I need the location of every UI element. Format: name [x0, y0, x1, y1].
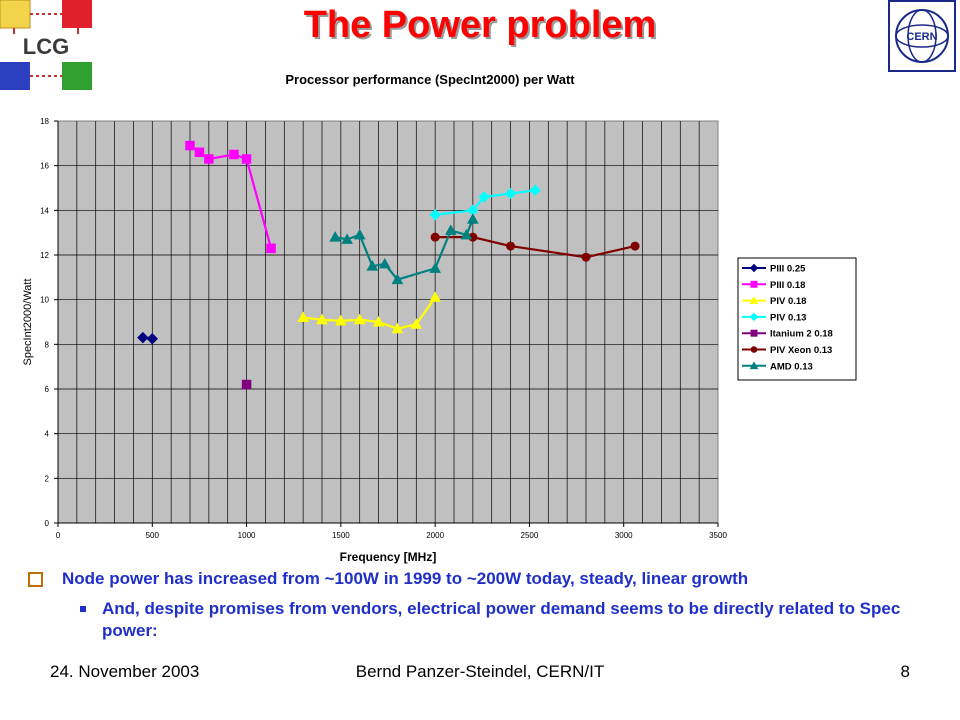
x-axis-label: Frequency [MHz]: [340, 550, 437, 564]
legend-marker-piii-0-18: [750, 280, 758, 288]
legend-marker-piv-xeon-0-13: [750, 346, 758, 353]
data-point-amd-0-13: [378, 257, 391, 269]
legend-label-piii-0-25: PIII 0.25: [770, 264, 806, 275]
series-line-amd-0-13: [334, 218, 474, 281]
legend-label-piv-0-18: PIV 0.18: [770, 296, 806, 307]
data-point-amd-0-13: [429, 262, 441, 273]
data-point-amd-0-13: [353, 228, 366, 240]
bullet-main-text: Node power has increased from ~100W in 1…: [62, 569, 749, 588]
y-axis-label: SpecInt2000/Watt: [22, 278, 34, 365]
legend-label-amd-0-13: AMD 0.13: [770, 361, 813, 372]
data-point-piv-0-18: [335, 314, 347, 326]
bullet-sub: And, despite promises from vendors, elec…: [28, 598, 953, 642]
footer-author: Bernd Panzer-Steindel, CERN/IT: [355, 662, 605, 681]
bullet-sub-text: And, despite promises from vendors, elec…: [102, 599, 901, 640]
data-point-piv-xeon-0-13: [581, 252, 591, 262]
data-point-piv-0-18: [372, 315, 385, 327]
data-point-amd-0-13: [444, 224, 457, 235]
plot-area: [57, 120, 719, 524]
y-tick-label: 0: [45, 519, 50, 528]
footer-page-number: 8: [900, 662, 910, 681]
y-tick-label: 16: [40, 162, 49, 171]
data-point-amd-0-13: [329, 231, 342, 242]
y-tick-label: 12: [40, 251, 49, 260]
data-point-piv-xeon-0-13: [630, 241, 640, 251]
data-point-piv-0-13: [429, 209, 441, 221]
small-square-bullet-icon: [80, 606, 86, 612]
data-point-amd-0-13: [341, 233, 353, 244]
x-tick-label: 3000: [615, 531, 633, 540]
legend-marker-piv-0-13: [749, 312, 759, 322]
legend-label-piii-0-18: PIII 0.18: [770, 280, 805, 291]
legend-marker-itanium-2-0-18: [750, 329, 758, 337]
y-tick-label: 6: [45, 385, 50, 394]
data-point-piii-0-18: [185, 140, 195, 151]
data-point-piii-0-25: [146, 333, 158, 345]
square-bullet-icon: [28, 572, 43, 587]
x-tick-label: 1000: [238, 531, 256, 540]
chart-title: Processor performance (SpecInt2000) per …: [285, 72, 575, 87]
bullet-list: Node power has increased from ~100W in 1…: [28, 568, 953, 642]
data-point-piv-0-18: [353, 313, 366, 325]
data-point-amd-0-13: [467, 213, 479, 224]
data-point-itanium-2-0-18: [241, 379, 252, 390]
x-tick-label: 500: [146, 531, 160, 540]
y-tick-label: 8: [45, 340, 50, 349]
data-point-piv-xeon-0-13: [506, 241, 516, 251]
data-point-piv-0-18: [316, 313, 328, 325]
data-point-piii-0-18: [204, 154, 214, 164]
data-point-amd-0-13: [460, 228, 473, 240]
cern-logo-text: CERN: [906, 31, 937, 43]
data-point-amd-0-13: [366, 260, 379, 271]
data-point-piv-0-18: [410, 318, 423, 329]
data-point-piv-0-18: [297, 311, 309, 323]
data-point-piii-0-18: [266, 243, 276, 254]
legend-label-itanium-2-0-18: Itanium 2 0.18: [770, 329, 833, 340]
y-tick-label: 14: [40, 206, 49, 215]
data-point-amd-0-13: [391, 273, 404, 285]
y-tick-label: 18: [40, 117, 49, 126]
y-tick-label: 10: [40, 296, 49, 305]
y-tick-label: 4: [45, 430, 50, 439]
bullet-main: Node power has increased from ~100W in 1…: [28, 568, 953, 590]
data-point-piii-0-18: [241, 154, 252, 164]
slide-title: The Power problem: [303, 4, 657, 46]
legend-marker-piii-0-25: [749, 263, 759, 273]
x-tick-label: 1500: [332, 531, 350, 540]
lcg-logo-text: LCG: [23, 34, 69, 59]
x-tick-label: 3500: [709, 531, 727, 540]
footer-date: 24. November 2003: [50, 662, 200, 681]
data-point-piv-xeon-0-13: [430, 232, 440, 242]
data-point-piv-0-18: [429, 291, 441, 302]
x-tick-label: 0: [56, 531, 61, 540]
data-point-piii-0-18: [229, 149, 239, 160]
legend-marker-piv-0-18: [749, 296, 759, 304]
data-point-piv-0-13: [529, 184, 541, 196]
lcg-logo: LCG: [0, 0, 92, 90]
data-point-piv-0-13: [478, 191, 490, 203]
data-point-piv-0-13: [504, 187, 517, 200]
x-tick-label: 2500: [521, 531, 539, 540]
data-point-piii-0-18: [194, 147, 205, 158]
data-point-piv-0-18: [391, 322, 404, 334]
y-tick-label: 2: [45, 474, 50, 483]
x-tick-label: 2000: [426, 531, 444, 540]
legend-box: [737, 257, 857, 381]
legend-marker-amd-0-13: [749, 361, 759, 370]
data-point-piii-0-25: [137, 331, 149, 344]
legend-label-piv-xeon-0-13: PIV Xeon 0.13: [770, 345, 832, 356]
power-chart: 0 500 1000 1500 2000 2500 3000 3500 0 2 4 6 8 10 12 14 1…: [22, 117, 857, 564]
legend-label-piv-0-13: PIV 0.13: [770, 312, 806, 323]
cern-logo: CERN: [888, 0, 956, 72]
